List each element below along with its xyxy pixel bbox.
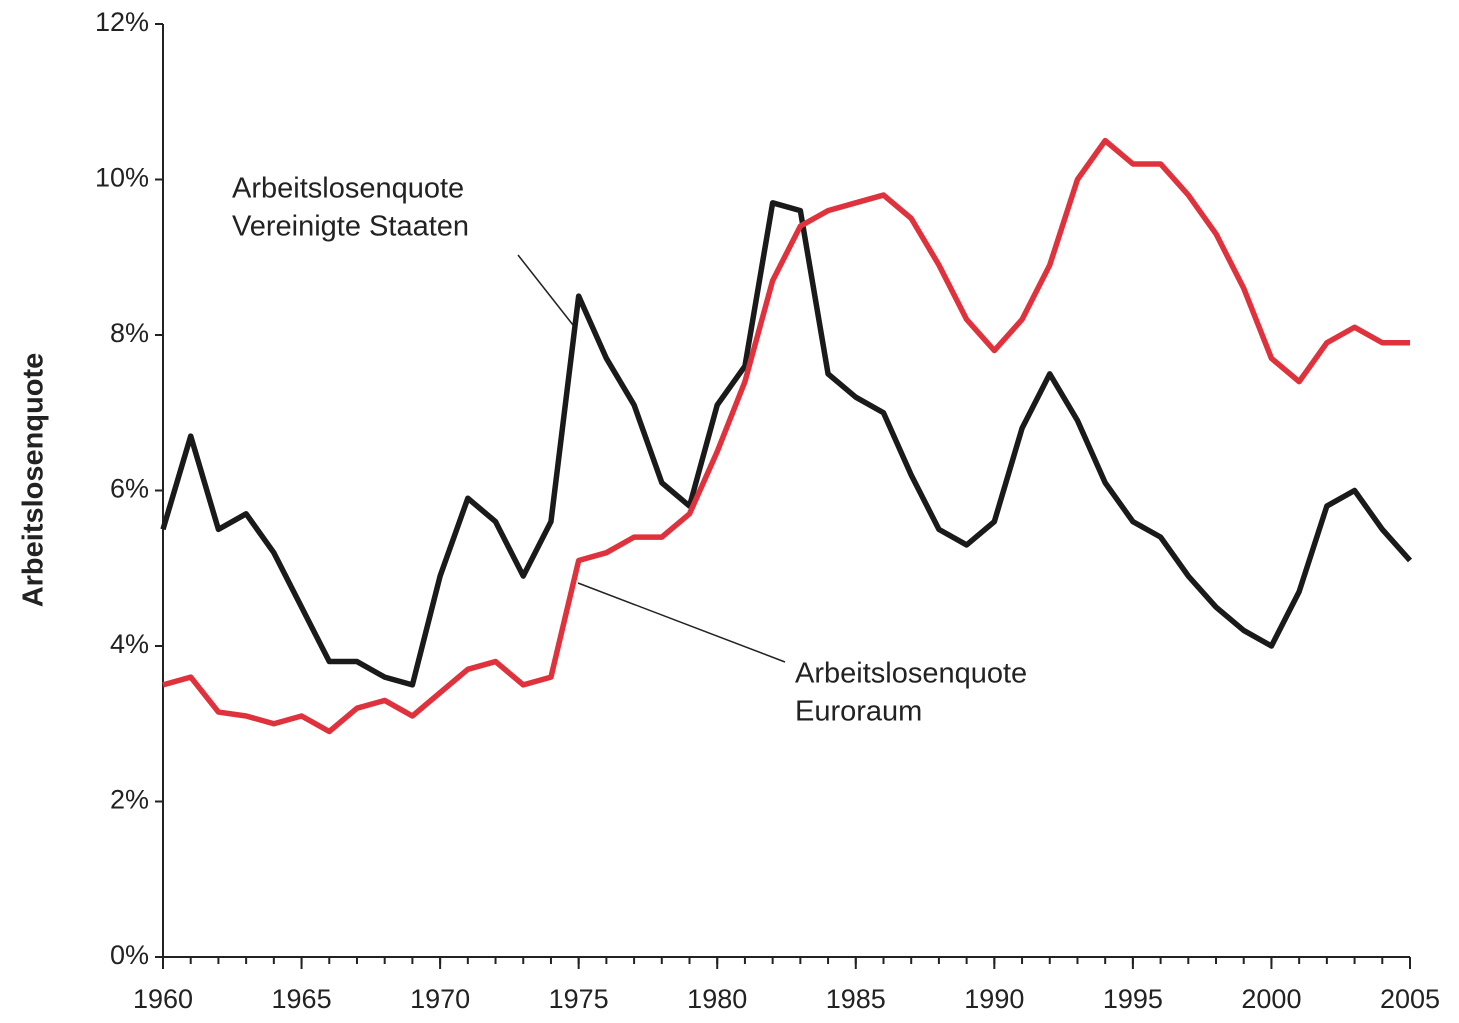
- series-annotation: Vereinigte Staaten: [232, 211, 469, 243]
- series-line: [160, 200, 1413, 688]
- y-tick-label: 10%: [95, 163, 149, 193]
- y-axis-label: Arbeitslosenquote: [18, 353, 50, 608]
- y-tick-label: 2%: [110, 785, 149, 815]
- y-tick-label: 6%: [110, 474, 149, 504]
- y-tick-label: 0%: [110, 940, 149, 970]
- series-annotation: Euroraum: [795, 696, 922, 728]
- x-tick-label: 2000: [1241, 984, 1301, 1014]
- y-tick-label: 12%: [95, 7, 149, 37]
- x-tick-label: 1990: [964, 984, 1024, 1014]
- series-annotation: Arbeitslosenquote: [795, 658, 1027, 690]
- y-tick-label: 8%: [110, 318, 149, 348]
- annotation-leader: [577, 582, 786, 663]
- y-tick-label: 4%: [110, 629, 149, 659]
- x-tick-label: 2005: [1380, 984, 1440, 1014]
- x-tick-label: 1970: [410, 984, 470, 1014]
- x-tick-label: 1960: [133, 984, 193, 1014]
- x-tick-label: 1975: [549, 984, 609, 1014]
- x-tick-label: 1985: [826, 984, 886, 1014]
- x-tick-label: 1965: [272, 984, 332, 1014]
- series-annotation: Arbeitslosenquote: [232, 173, 464, 205]
- annotation-leader: [517, 254, 574, 326]
- series-line: [162, 137, 1410, 735]
- x-tick-label: 1980: [687, 984, 747, 1014]
- x-tick-label: 1995: [1103, 984, 1163, 1014]
